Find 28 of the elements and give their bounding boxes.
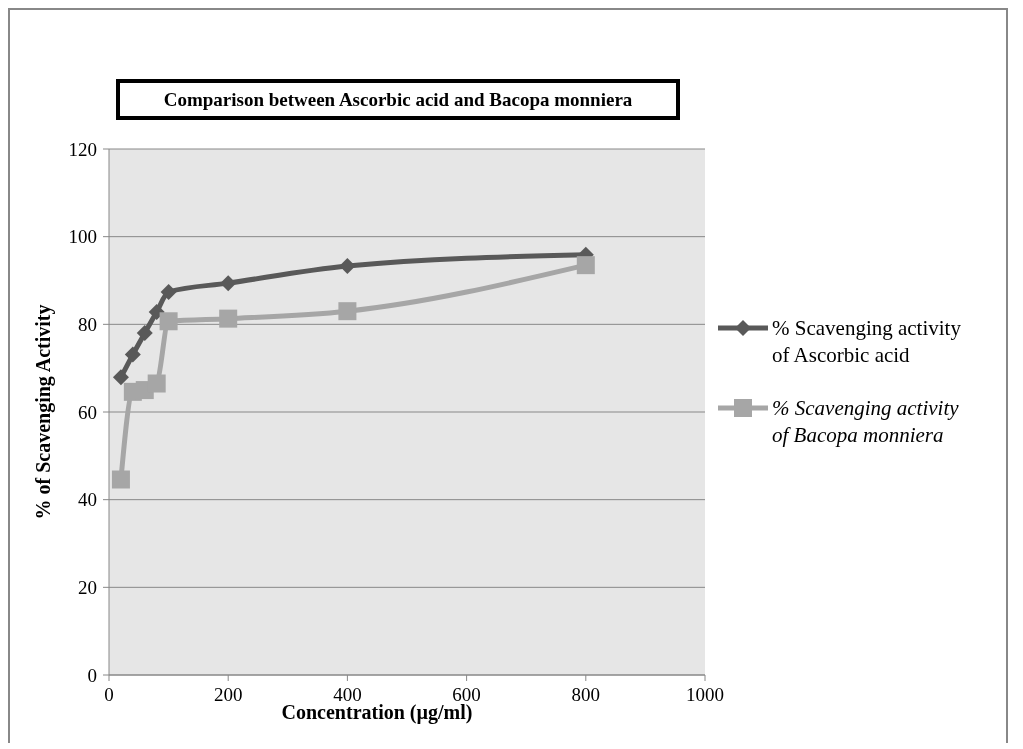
point [338,302,357,321]
x-tick-label: 200 [213,684,243,705]
y-tick-label: 40 [78,489,97,511]
point [339,258,356,275]
x-tick-label: 800 [571,684,601,705]
y-tick-label: 100 [68,226,97,248]
legend-label: % Scavenging activity of Bacopa monniera [772,396,960,447]
x-tick-label: 0 [104,684,114,705]
point [160,283,177,300]
point [148,304,165,321]
point [136,325,153,342]
x-tick-label: 1000 [686,684,724,705]
point [111,470,130,489]
point [219,309,238,328]
chart-title: Comparison between Ascorbic acid and Bacopa monniera [163,89,633,110]
point [147,374,166,393]
point [576,256,595,275]
y-tick-label: 60 [78,401,97,423]
point [159,312,178,331]
y-axis-title: % of Scavenging Activity [32,304,55,520]
y-tick-label: 20 [78,576,97,598]
y-tick-label: 0 [87,664,97,686]
y-tick-label: 80 [78,313,97,335]
y-tick-label: 120 [68,138,97,160]
legend-label: % Scavenging activity of Ascorbic acid [772,316,962,367]
point [124,346,141,363]
point [112,369,129,386]
point [220,275,237,292]
